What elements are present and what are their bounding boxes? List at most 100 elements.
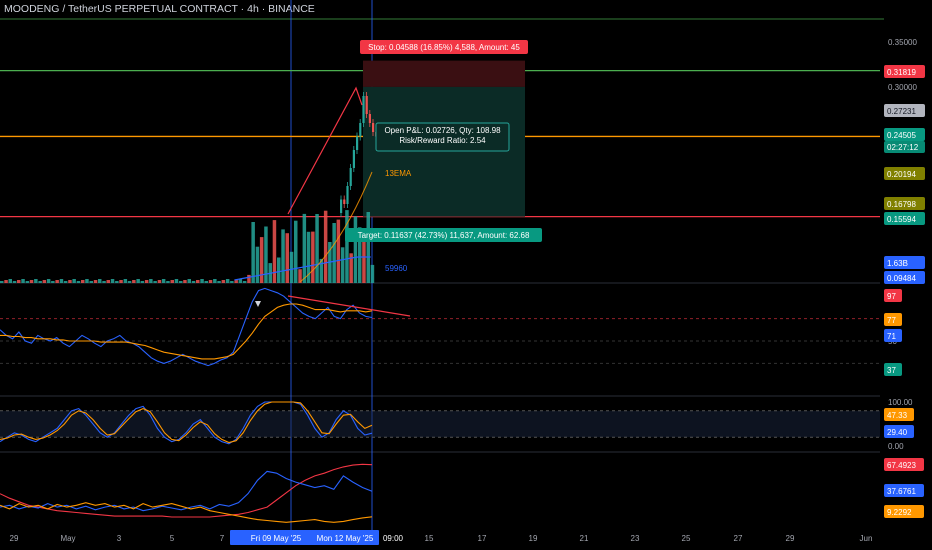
price-badge-sub <box>884 141 925 153</box>
pnl-label-box <box>375 122 510 152</box>
rsi-badge-value: 37 <box>887 366 896 375</box>
volume-bar <box>102 281 106 283</box>
chart-title: MOODENG / TetherUS PERPETUAL CONTRACT · … <box>4 3 315 15</box>
volume-bar <box>68 280 72 283</box>
stop-loss-zone <box>363 60 525 87</box>
rsi-badge <box>884 363 902 376</box>
volume-bar <box>144 280 149 283</box>
volume-bar <box>21 279 25 283</box>
volume-bar <box>8 279 12 283</box>
volume-bar <box>157 280 162 283</box>
pnl-label-text: Risk/Reward Ratio: 2.54 <box>399 136 486 145</box>
volume-bar <box>277 257 281 283</box>
volume-bar <box>319 258 324 283</box>
volume-bar <box>242 281 247 283</box>
x-axis-label: 23 <box>631 534 640 543</box>
stop-label-box <box>360 40 528 54</box>
volume-bar <box>132 280 136 283</box>
adx-series-line <box>0 463 373 518</box>
price-badge-value: 0.24505 <box>887 131 916 140</box>
volume-bar <box>353 216 358 283</box>
x-axis-label: 3 <box>117 534 122 543</box>
volume-bar <box>349 253 353 283</box>
x-axis-highlight <box>230 530 322 545</box>
adx-badge <box>884 505 924 518</box>
volume-bar <box>311 231 315 283</box>
volume-bar <box>306 231 311 283</box>
x-axis-highlight <box>311 530 379 545</box>
candle-body <box>352 150 355 168</box>
volume-bar <box>42 280 47 283</box>
price-badge <box>884 104 925 117</box>
price-axis-tick: 0.30000 <box>888 83 917 92</box>
volume-bar <box>183 280 187 283</box>
rsi-badge <box>884 329 902 342</box>
candle-body <box>372 123 375 132</box>
volume-bar <box>264 226 268 283</box>
volume-bar <box>106 280 110 283</box>
adx-series-line <box>0 502 373 523</box>
price-badge <box>884 212 925 225</box>
volume-bar <box>196 280 200 283</box>
volume-bar <box>234 280 238 283</box>
volume-bar <box>127 281 132 283</box>
volume-bar <box>340 247 345 283</box>
volume-bar <box>323 210 328 283</box>
volume-bar <box>149 279 153 283</box>
volume-bar <box>247 274 251 283</box>
price-badge-value: 0.16798 <box>887 200 916 209</box>
volume-bar <box>51 281 55 283</box>
x-axis-label: Fri 09 May '25 <box>251 534 302 543</box>
pnl-label-text: Open P&L: 0.02726, Qty: 108.98 <box>384 126 501 135</box>
volume-bar <box>366 212 370 283</box>
volume-bar <box>336 219 341 283</box>
volume-bar <box>34 279 38 283</box>
volume-bar <box>76 281 81 283</box>
pattern-line <box>287 86 363 215</box>
volume-bar <box>285 233 289 283</box>
signal-triangle-icon <box>255 301 261 307</box>
x-axis-label: 15 <box>425 534 434 543</box>
price-badge-value: 0.31819 <box>887 68 916 77</box>
volume-bar <box>38 281 42 283</box>
volume-bar <box>230 281 234 283</box>
volume-bar <box>221 280 226 283</box>
adx-badge-value: 9.2292 <box>887 508 912 517</box>
volume-label: 59960 <box>385 264 408 273</box>
stop-label-text: Stop: 0.04588 (16.85%) 4,588, Amount: 45 <box>368 43 520 52</box>
volume-bar <box>63 281 68 283</box>
volume-bar <box>294 220 298 283</box>
x-axis-label: 17 <box>478 534 487 543</box>
price-axis-tick: 0.35000 <box>888 38 917 47</box>
stoch-badge-value: 29.40 <box>887 428 908 437</box>
adx-badge <box>884 484 924 497</box>
volume-bar <box>136 279 140 283</box>
candle-body <box>365 96 368 114</box>
rsi-badge-value: 71 <box>887 332 896 341</box>
volume-bar <box>115 281 119 283</box>
rsi-series-line <box>0 303 373 360</box>
volume-bar <box>12 281 17 283</box>
price-badge <box>884 197 925 210</box>
volume-bar <box>289 251 294 283</box>
volume-bar <box>238 279 243 283</box>
price-badge-value: 0.20194 <box>887 170 916 179</box>
x-axis-label: 7 <box>220 534 225 543</box>
ema-line <box>299 171 373 283</box>
volume-bar <box>251 222 255 283</box>
volume-bar <box>370 264 375 283</box>
candle-body <box>359 123 362 137</box>
countdown-timer: 02:27:12 <box>887 143 919 152</box>
volume-bar <box>4 280 8 283</box>
volume-bar <box>179 281 183 283</box>
candle-body <box>356 136 359 150</box>
volume-bar <box>191 281 196 283</box>
volume-bar <box>170 280 174 283</box>
volume-bar <box>89 281 93 283</box>
stoch-series-line <box>0 401 373 444</box>
volume-bar <box>204 281 208 283</box>
price-badge-value: 1.63B <box>887 259 908 268</box>
volume-bar <box>259 237 264 283</box>
